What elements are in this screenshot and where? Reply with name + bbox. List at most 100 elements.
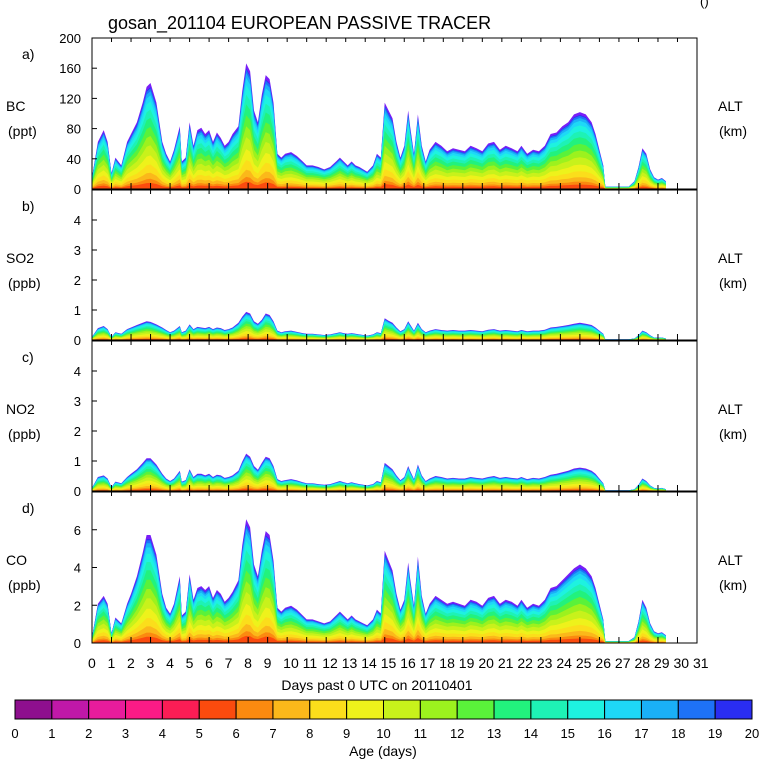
colorbar-swatch bbox=[125, 699, 163, 720]
colorbar-tick-label: 18 bbox=[671, 726, 685, 741]
alt-units-label: (km) bbox=[719, 577, 747, 593]
colorbar-tick-label: 7 bbox=[269, 726, 276, 741]
x-tick-label: 18 bbox=[439, 655, 455, 671]
alt-units-label: (km) bbox=[719, 275, 747, 291]
area-band-age-5 bbox=[92, 635, 666, 643]
colorbar-swatch bbox=[309, 699, 348, 720]
colorbar-swatch bbox=[383, 699, 421, 720]
x-axis-label: Days past 0 UTC on 20110401 bbox=[281, 677, 472, 693]
y-tick-label: 3 bbox=[74, 243, 81, 258]
x-tick-label: 28 bbox=[634, 655, 650, 671]
colorbar-swatch bbox=[272, 699, 311, 720]
colorbar-swatch bbox=[677, 699, 716, 720]
x-axis: 0 1 2 3 4 5 6 7 8 9 10 11 12 13 14 15 16 17 18 19 20 21 22 23 24… bbox=[88, 655, 709, 693]
colorbar-tick-label: 4 bbox=[159, 726, 166, 741]
x-tick-label: 17 bbox=[420, 655, 436, 671]
colorbar-swatch bbox=[346, 699, 384, 720]
colorbar-swatch bbox=[161, 699, 200, 720]
colorbar-swatch bbox=[567, 699, 606, 720]
colorbar-swatch bbox=[51, 699, 90, 720]
area-band-age-5 bbox=[92, 488, 666, 491]
colorbar-swatch bbox=[198, 699, 237, 720]
units-label: (ppb) bbox=[8, 577, 41, 593]
x-tick-label: 2 bbox=[127, 655, 135, 671]
x-tick-label: 15 bbox=[381, 655, 397, 671]
colorbar-swatch bbox=[714, 699, 753, 720]
colorbar-swatch bbox=[88, 699, 127, 720]
area-band-age-5 bbox=[92, 181, 666, 189]
colorbar-swatch bbox=[419, 699, 458, 720]
figure-title: gosan_201104 EUROPEAN PASSIVE TRACER bbox=[108, 13, 491, 34]
colorbar-swatch bbox=[493, 699, 532, 720]
alt-units-label: (km) bbox=[719, 123, 747, 139]
y-tick-label: 0 bbox=[74, 636, 81, 651]
x-tick-label: 7 bbox=[225, 655, 233, 671]
x-tick-label: 19 bbox=[459, 655, 475, 671]
x-tick-label: 9 bbox=[264, 655, 272, 671]
y-tick-label: 4 bbox=[74, 561, 81, 576]
y-tick-label: 4 bbox=[74, 213, 81, 228]
x-tick-label: 27 bbox=[615, 655, 631, 671]
x-tick-label: 11 bbox=[303, 655, 318, 671]
x-tick-label: 13 bbox=[342, 655, 358, 671]
y-tick-label: 160 bbox=[59, 61, 81, 76]
y-tick-label: 40 bbox=[67, 152, 81, 167]
colorbar-tick-label: 0 bbox=[11, 726, 18, 741]
colorbar-tick-label: 2 bbox=[85, 726, 92, 741]
colorbar-swatch bbox=[530, 699, 569, 720]
y-tick-label: 0 bbox=[74, 484, 81, 499]
x-tick-label: 20 bbox=[478, 655, 494, 671]
x-tick-label: 23 bbox=[537, 655, 553, 671]
y-tick-label: 200 bbox=[59, 31, 81, 46]
colorbar-tick-label: 16 bbox=[597, 726, 611, 741]
x-tick-label: 24 bbox=[556, 655, 572, 671]
colorbar-swatch bbox=[640, 699, 679, 720]
y-tick-label: 4 bbox=[74, 364, 81, 379]
alt-label: ALT bbox=[718, 250, 743, 266]
x-tick-label: 1 bbox=[108, 655, 116, 671]
y-tick-label: 2 bbox=[74, 598, 81, 613]
x-tick-label: 25 bbox=[576, 655, 592, 671]
panel-no2: 0 1 2 3 4 c) NO2 (ppb) ALT (km) bbox=[6, 340, 747, 499]
y-tick-label: 120 bbox=[59, 91, 81, 106]
y-tick-label: 0 bbox=[74, 333, 81, 348]
panel-co: 0 2 4 6 d) CO (ppb) ALT (km) bbox=[6, 491, 747, 651]
panels: 04080120160200a)BC(ppt)ALT(km)01234b)SO2… bbox=[6, 31, 747, 651]
plot-frame bbox=[91, 189, 698, 341]
alt-label: ALT bbox=[718, 401, 743, 417]
species-label: CO bbox=[6, 552, 27, 568]
species-label: BC bbox=[6, 98, 25, 114]
units-label: (ppt) bbox=[8, 123, 37, 139]
y-tick-label: 6 bbox=[74, 523, 81, 538]
colorbar-tick-label: 17 bbox=[634, 726, 648, 741]
species-label: SO2 bbox=[6, 250, 34, 266]
x-tick-label: 6 bbox=[205, 655, 213, 671]
plot-frame bbox=[91, 37, 698, 190]
panel-label: b) bbox=[22, 198, 34, 214]
alt-label: ALT bbox=[718, 552, 743, 568]
x-tick-label: 16 bbox=[400, 655, 416, 671]
panel-bc: 0 40 80 120 160 200 a) BC (ppt) ALT (km) bbox=[6, 31, 747, 197]
panel-label: c) bbox=[22, 349, 34, 365]
x-tick-label: 30 bbox=[673, 655, 689, 671]
x-tick-label: 21 bbox=[498, 655, 514, 671]
x-tick-label: 4 bbox=[166, 655, 174, 671]
units-label: (ppb) bbox=[8, 426, 41, 442]
colorbar-label: Age (days) bbox=[349, 743, 417, 759]
colorbar-tick-label: 20 bbox=[745, 726, 759, 741]
y-tick-label: 1 bbox=[74, 454, 81, 469]
x-tick-label: 29 bbox=[654, 655, 670, 671]
colorbar-tick-label: 14 bbox=[524, 726, 538, 741]
panel-label: d) bbox=[22, 500, 34, 516]
colorbar-tick-label: 10 bbox=[376, 726, 390, 741]
colorbar-tick-label: 12 bbox=[450, 726, 464, 741]
colorbar-tick-label: 5 bbox=[196, 726, 203, 741]
y-tick-label: 3 bbox=[74, 394, 81, 409]
x-tick-label: 26 bbox=[595, 655, 611, 671]
colorbar-swatch bbox=[235, 699, 274, 720]
colorbar-tick-label: 11 bbox=[414, 726, 428, 741]
colorbar-tick-label: 3 bbox=[122, 726, 129, 741]
